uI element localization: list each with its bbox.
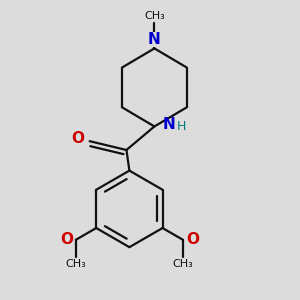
Text: CH₃: CH₃ — [65, 259, 86, 269]
Text: O: O — [60, 232, 73, 247]
Text: H: H — [176, 120, 186, 133]
Text: N: N — [148, 32, 161, 47]
Text: O: O — [71, 131, 84, 146]
Text: CH₃: CH₃ — [144, 11, 165, 21]
Text: N: N — [163, 118, 176, 133]
Text: CH₃: CH₃ — [172, 259, 193, 269]
Text: O: O — [186, 232, 199, 247]
